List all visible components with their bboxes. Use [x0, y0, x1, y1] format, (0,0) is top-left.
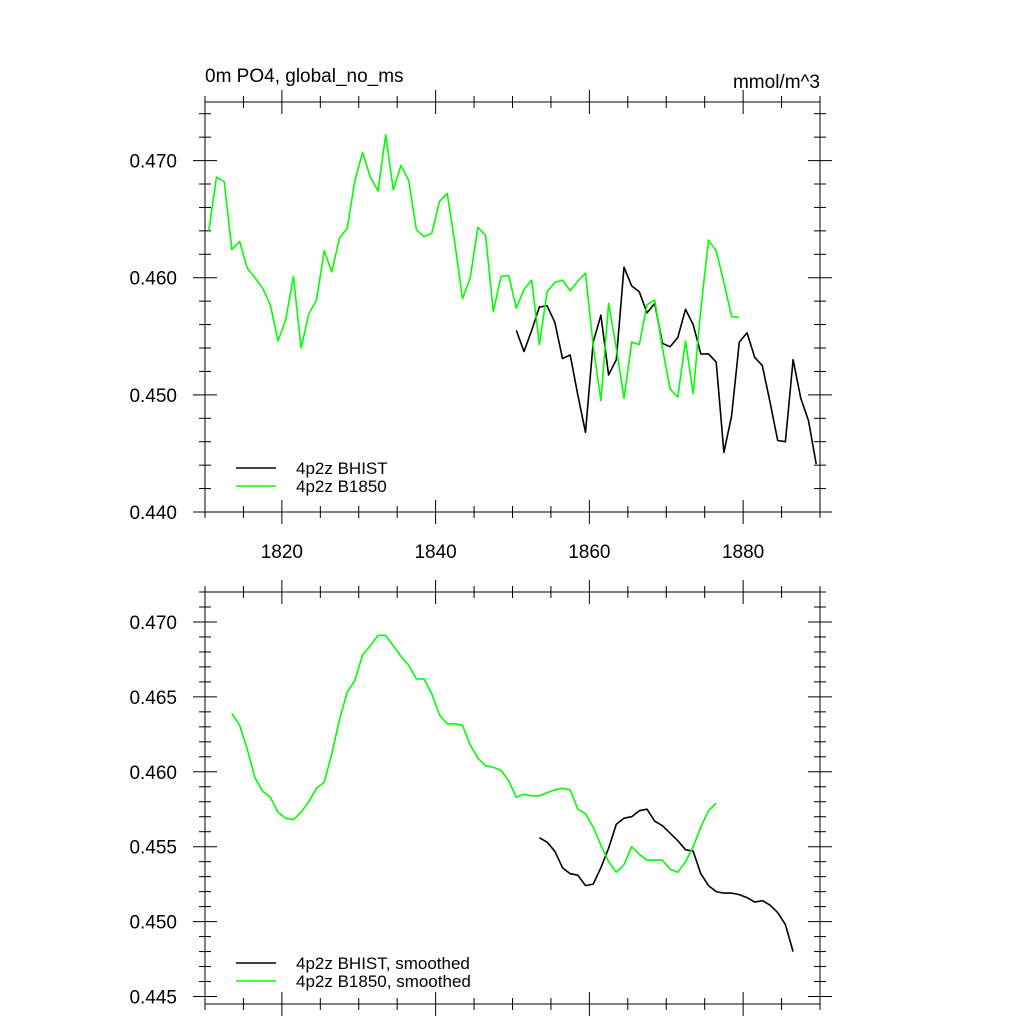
y-tick-label: 0.460 — [129, 763, 177, 784]
series-line-1 — [208, 134, 740, 402]
y-tick-label: 0.465 — [129, 688, 177, 709]
x-tick-label: 1840 — [414, 542, 456, 563]
series-line-1 — [231, 634, 717, 874]
y-tick-label: 0.440 — [129, 503, 177, 524]
series-line-0 — [538, 808, 794, 952]
x-tick-label: 1880 — [722, 542, 764, 563]
chart-title: 0m PO4, global_no_ms — [205, 66, 404, 87]
series-line-0 — [515, 266, 817, 465]
legend-label-0: 4p2z BHIST — [296, 459, 388, 478]
y-tick-label: 0.455 — [129, 838, 177, 859]
legend-label-1: 4p2z B1850, smoothed — [296, 972, 471, 991]
y-tick-label: 0.470 — [129, 613, 177, 634]
plot-frame — [204, 591, 821, 1005]
y-tick-label: 0.470 — [129, 152, 177, 173]
x-tick-label: 1820 — [261, 542, 303, 563]
y-tick-label: 0.450 — [129, 386, 177, 407]
top-panel: 0m PO4, global_no_ms mmol/m^3 1820 1840 18… — [129, 66, 832, 563]
y-tick-label: 0.445 — [129, 988, 177, 1009]
x-tick-label: 1860 — [568, 542, 610, 563]
legend-label-1: 4p2z B1850 — [296, 477, 387, 496]
y-tick-label: 0.460 — [129, 269, 177, 290]
units-label: mmol/m^3 — [733, 72, 820, 93]
legend-label-0: 4p2z BHIST, smoothed — [296, 954, 470, 973]
bottom-panel: 0.445 0.450 0.455 0.460 0.465 0.470 4p2z BHIST… — [129, 580, 832, 1016]
y-tick-label: 0.450 — [129, 913, 177, 934]
